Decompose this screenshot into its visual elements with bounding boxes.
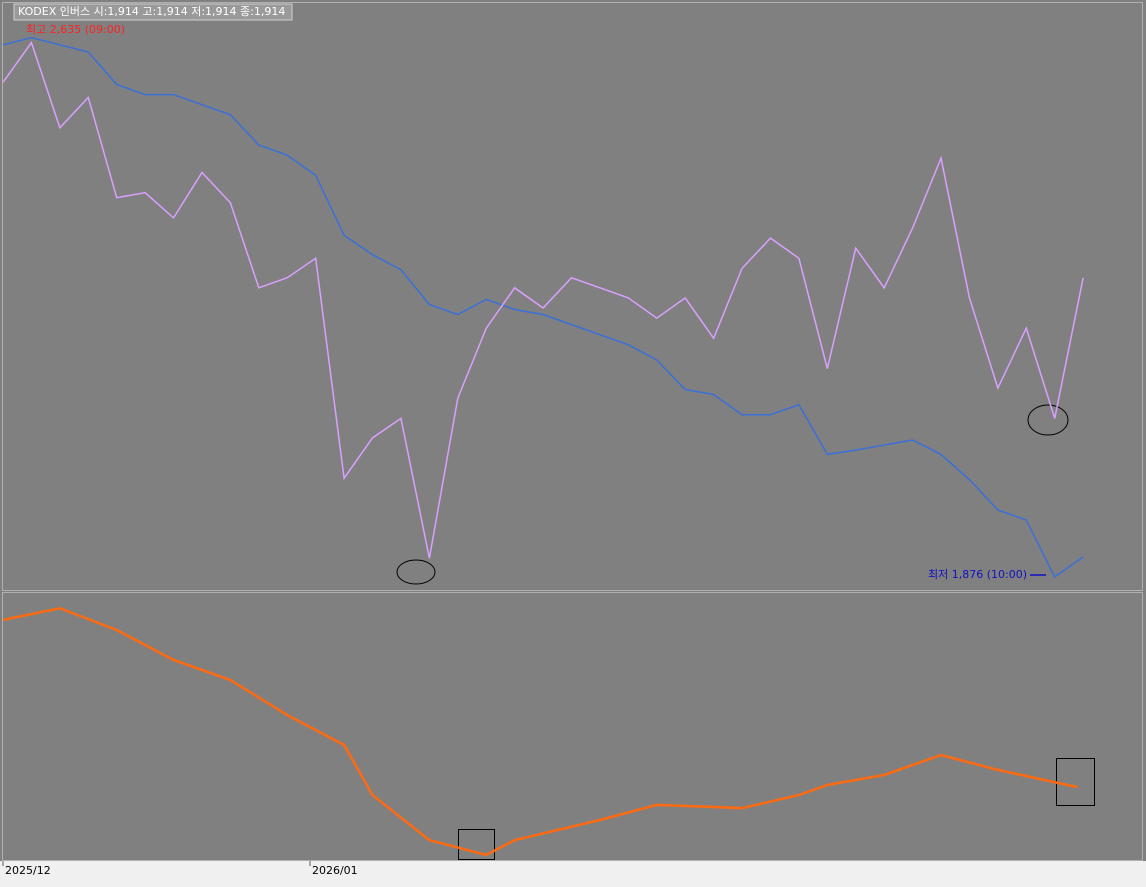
lower-pane bbox=[2, 592, 1143, 861]
low-label: 최저 1,876 (10:00) bbox=[928, 568, 1027, 581]
high-label: 최고 2,635 (09:00) bbox=[26, 23, 125, 36]
marker-circle bbox=[396, 559, 436, 585]
chart-title: KODEX 인버스 시:1,914 고:1,914 저:1,914 종:1,91… bbox=[18, 5, 285, 18]
time-axis-bar bbox=[0, 861, 1146, 887]
title-box bbox=[13, 3, 293, 21]
x-tick-label: 2025/12 bbox=[5, 864, 51, 877]
x-tick-label: 2026/01 bbox=[312, 864, 358, 877]
series-line bbox=[2, 41, 1084, 559]
marker-circle bbox=[1027, 404, 1069, 436]
series-line bbox=[2, 606, 1078, 857]
series-line bbox=[2, 36, 1084, 579]
marker-box bbox=[458, 829, 495, 860]
upper-pane bbox=[2, 2, 1143, 591]
